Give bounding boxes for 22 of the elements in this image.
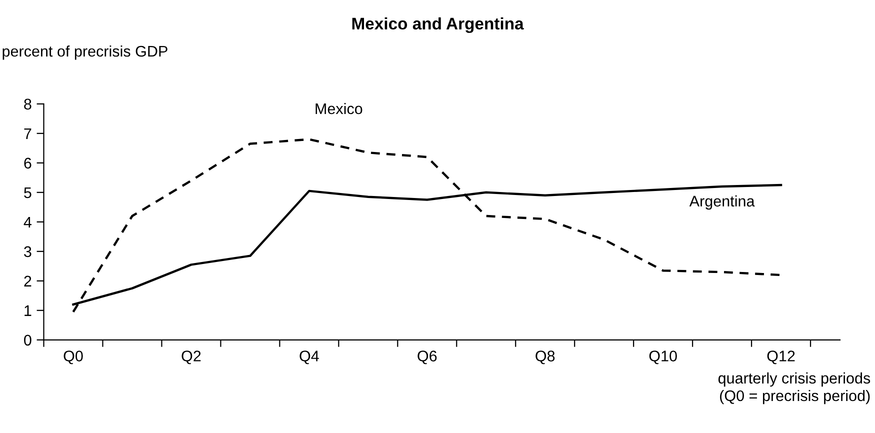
chart-title: Mexico and Argentina [352,17,524,33]
x-tick-label: Q8 [536,350,555,364]
line-series [72,138,782,313]
x-tick-label: Q6 [418,350,437,364]
x-tick-label: Q12 [767,350,795,364]
x-tick-label: Q4 [300,350,319,364]
y-tick-label: 1 [24,305,32,316]
y-tick-label: 0 [24,334,32,346]
y-axis-title: percent of precrisis GDP [2,45,168,60]
x-tick-label: Q2 [182,350,201,364]
y-tick-label: 5 [24,187,32,198]
y-tick-label: 6 [24,158,32,169]
x-axis-title: quarterly crisis periods (Q0 = precrisis period) [718,372,870,404]
y-tick-label: 8 [24,98,32,110]
y-tick-label: 4 [24,216,32,228]
x-tick-label: Q10 [649,350,677,364]
y-tick-label: 3 [24,246,32,258]
x-tick-label: Q0 [64,350,83,364]
series-label: Argentina [689,195,755,210]
y-tick-label: 2 [24,276,32,286]
y-tick-label: 7 [24,128,32,139]
series-label: Mexico [316,102,362,114]
